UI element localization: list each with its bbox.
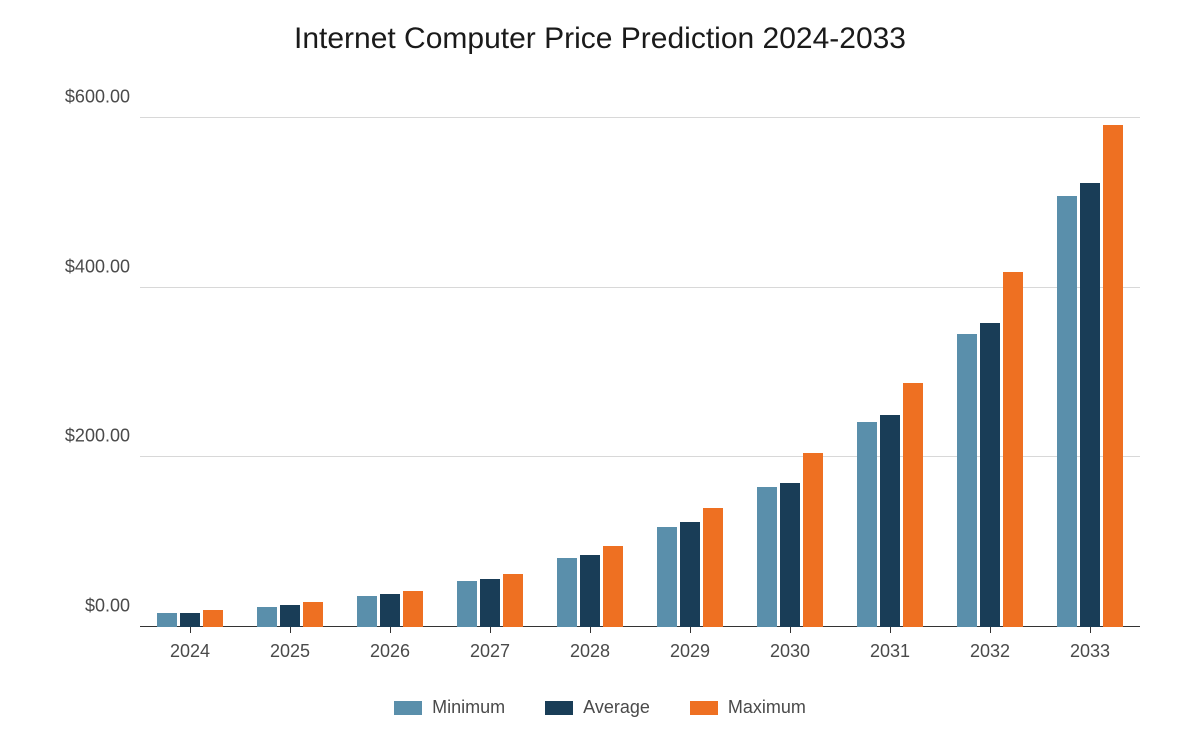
x-axis-tick: [1090, 627, 1091, 633]
bar-group: 2030: [740, 84, 840, 627]
bar: [603, 546, 623, 627]
bar: [757, 487, 777, 627]
y-axis-tick-label: $200.00: [65, 426, 130, 447]
bar-group: 2025: [240, 84, 340, 627]
x-axis-tick-label: 2025: [270, 641, 310, 662]
plot-area: $0.00$200.00$400.00$600.0020242025202620…: [140, 84, 1140, 627]
x-axis-tick: [290, 627, 291, 633]
x-axis-tick-label: 2032: [970, 641, 1010, 662]
legend: Minimum Average Maximum: [0, 683, 1200, 742]
x-axis-tick: [590, 627, 591, 633]
legend-label: Average: [583, 697, 650, 718]
bar: [503, 574, 523, 627]
bar-group: 2027: [440, 84, 540, 627]
legend-swatch: [690, 701, 718, 715]
bar: [857, 422, 877, 627]
bar: [1057, 196, 1077, 627]
bar: [903, 383, 923, 627]
bar: [880, 415, 900, 627]
legend-item: Average: [545, 697, 650, 718]
plot: $0.00$200.00$400.00$600.0020242025202620…: [40, 64, 1160, 683]
x-axis-tick: [790, 627, 791, 633]
bar: [557, 558, 577, 627]
chart-container: Internet Computer Price Prediction 2024-…: [0, 0, 1200, 742]
bar-group: 2033: [1040, 84, 1140, 627]
legend-item: Minimum: [394, 697, 505, 718]
x-axis-tick-label: 2030: [770, 641, 810, 662]
bar: [480, 579, 500, 627]
bar: [803, 453, 823, 627]
bar: [1103, 125, 1123, 627]
x-axis-tick-label: 2027: [470, 641, 510, 662]
y-axis-tick-label: $400.00: [65, 256, 130, 277]
legend-swatch: [545, 701, 573, 715]
bar-group: 2026: [340, 84, 440, 627]
x-axis-tick-label: 2026: [370, 641, 410, 662]
bar: [357, 596, 377, 627]
bar: [680, 522, 700, 627]
bar: [957, 334, 977, 627]
bar: [303, 602, 323, 627]
x-axis-tick: [990, 627, 991, 633]
bar: [703, 508, 723, 627]
bar-group: 2028: [540, 84, 640, 627]
bar: [980, 323, 1000, 627]
x-axis-tick-label: 2033: [1070, 641, 1110, 662]
x-axis-tick-label: 2028: [570, 641, 610, 662]
bar: [457, 581, 477, 627]
bar: [180, 613, 200, 627]
x-axis-tick: [190, 627, 191, 633]
bar: [580, 555, 600, 627]
bar: [203, 610, 223, 627]
bar-group: 2031: [840, 84, 940, 627]
x-axis-tick-label: 2029: [670, 641, 710, 662]
bar-group: 2032: [940, 84, 1040, 627]
legend-swatch: [394, 701, 422, 715]
x-axis-tick-label: 2031: [870, 641, 910, 662]
bar: [280, 605, 300, 627]
y-axis-tick-label: $0.00: [85, 596, 130, 617]
bar: [157, 613, 177, 627]
bar: [403, 591, 423, 627]
legend-label: Maximum: [728, 697, 806, 718]
bar-group: 2029: [640, 84, 740, 627]
bar: [257, 607, 277, 627]
x-axis-tick-label: 2024: [170, 641, 210, 662]
chart-title: Internet Computer Price Prediction 2024-…: [0, 22, 1200, 56]
bar: [657, 527, 677, 627]
bar: [1080, 183, 1100, 627]
x-axis-tick: [690, 627, 691, 633]
bar: [380, 594, 400, 627]
legend-item: Maximum: [690, 697, 806, 718]
legend-label: Minimum: [432, 697, 505, 718]
x-axis-tick: [390, 627, 391, 633]
x-axis-tick: [490, 627, 491, 633]
y-axis-tick-label: $600.00: [65, 86, 130, 107]
bars-container: 2024202520262027202820292030203120322033: [140, 84, 1140, 627]
bar: [1003, 272, 1023, 627]
bar: [780, 483, 800, 627]
bar-group: 2024: [140, 84, 240, 627]
x-axis-tick: [890, 627, 891, 633]
